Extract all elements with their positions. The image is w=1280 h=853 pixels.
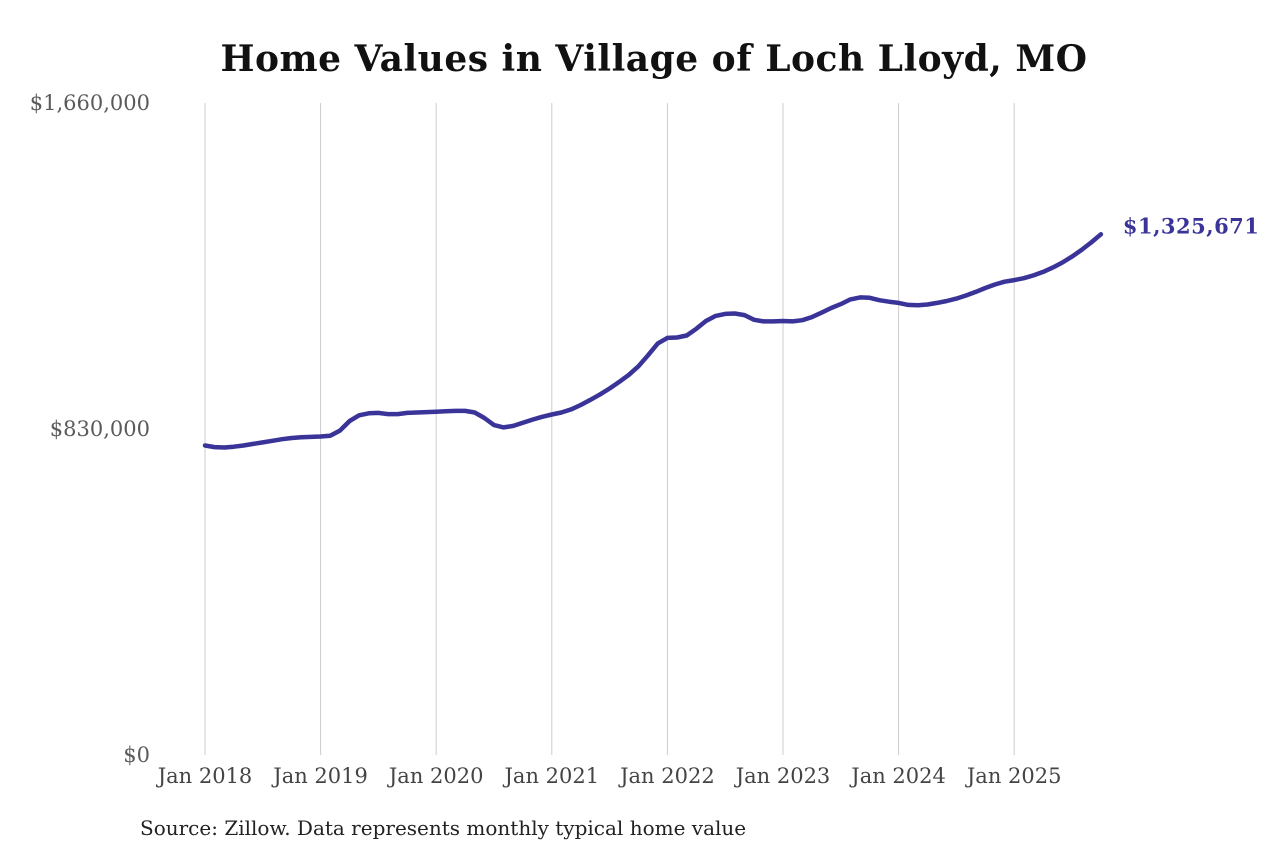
y-axis-tick-label: $830,000 [49,417,150,441]
y-axis-tick-label: $1,660,000 [29,91,150,115]
x-axis-tick-label: Jan 2019 [273,764,368,788]
x-axis-tick-label: Jan 2023 [735,764,831,788]
latest-value-label: $1,325,671 [1122,213,1260,239]
gridlines [204,103,1015,755]
x-axis-tick-label: Jan 2022 [620,764,715,788]
chart-title: Home Values in Village of Loch Lloyd, MO [220,38,1088,80]
x-axis-tick-label: Jan 2024 [851,764,946,788]
x-axis-tick-label: Jan 2021 [504,764,600,788]
x-axis-tick-label: Jan 2020 [388,764,484,788]
y-axis-tick-label: $0 [123,743,150,767]
x-axis-tick-label: Jan 2018 [157,764,253,788]
x-axis-tick-label: Jan 2025 [966,764,1062,788]
source-note: Source: Zillow. Data represents monthly … [140,816,747,840]
home-value-line [202,232,1104,450]
